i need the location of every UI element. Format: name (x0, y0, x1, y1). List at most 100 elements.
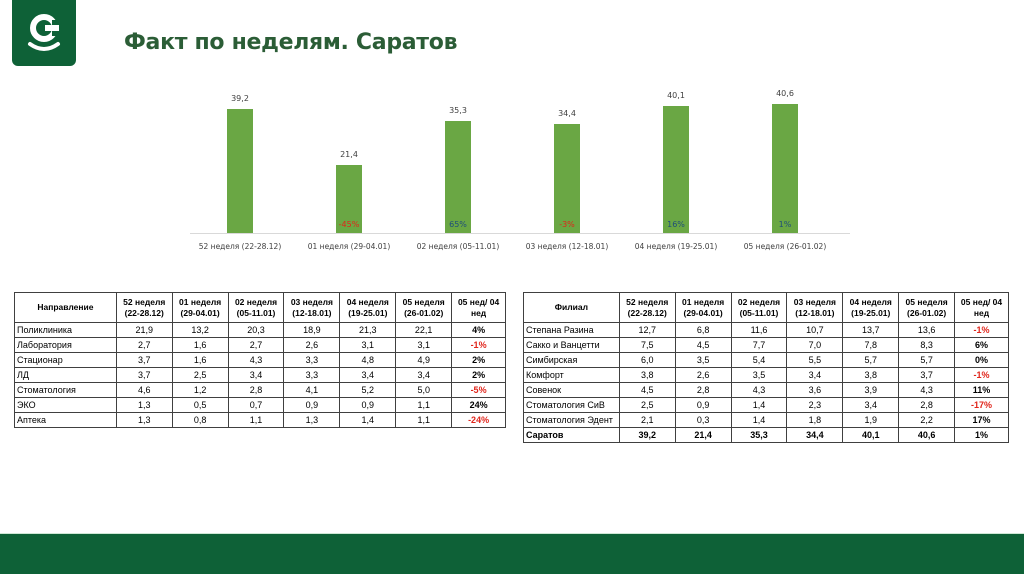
row-label: Саратов (523, 427, 620, 443)
cell-value: 4,3 (730, 382, 788, 398)
logo-c-smile-icon (28, 14, 60, 51)
cell-value: 5,4 (730, 352, 788, 368)
table-row: Аптека 1,3 0,8 1,1 1,3 1,4 1,1 -24% (14, 412, 506, 428)
cell-value: 3,8 (842, 367, 900, 383)
cell-value: 7,8 (842, 337, 900, 353)
bar-value-label: 40,1 (667, 90, 685, 100)
cell-value: 2,8 (674, 382, 732, 398)
cell-value: 1,3 (283, 412, 341, 428)
cell-value: 4,5 (618, 382, 676, 398)
company-logo (12, 0, 76, 66)
cell-value: 1,3 (115, 397, 173, 413)
row-label: Лаборатория (14, 337, 117, 353)
cell-value: 5,5 (786, 352, 844, 368)
x-axis-category-label: 52 неделя (22-28.12) (198, 242, 282, 251)
bar-change-label: 1% (778, 220, 792, 229)
column-header: 03 неделя (12-18.01) (786, 292, 844, 323)
cell-value: 3,7 (898, 367, 956, 383)
cell-change: 2% (451, 352, 506, 368)
table-row: Поликлиника 21,9 13,2 20,3 18,9 21,3 22,1 4% (14, 322, 506, 338)
cell-change: 11% (954, 382, 1009, 398)
cell-change: 17% (954, 412, 1009, 428)
bar-value-label: 35,3 (449, 106, 467, 116)
cell-value: 5,2 (339, 382, 397, 398)
cell-value: 3,6 (786, 382, 844, 398)
cell-value: 4,3 (898, 382, 956, 398)
table-header-row: Направление 52 неделя (22-28.12) 01 неделя… (14, 292, 506, 323)
cell-value: 2,8 (227, 382, 285, 398)
chart-bar (336, 165, 362, 233)
row-label: Стоматология СиВ (523, 397, 620, 413)
table-row: Совенок 4,5 2,8 4,3 3,6 3,9 4,3 11% (523, 382, 1009, 398)
cell-value: 3,4 (395, 367, 453, 383)
cell-value: 4,1 (283, 382, 341, 398)
table-row: Комфорт 3,8 2,6 3,5 3,4 3,8 3,7 -1% (523, 367, 1009, 383)
row-label: Степана Разина (523, 322, 620, 338)
cell-value: 3,9 (842, 382, 900, 398)
cell-value: 1,4 (730, 412, 788, 428)
cell-value: 3,4 (339, 367, 397, 383)
cell-value: 1,9 (842, 412, 900, 428)
cell-value: 2,6 (674, 367, 732, 383)
weekly-bar-chart: 39,2 52 неделя (22-28.12) 21,4 -45% 01 недел… (190, 75, 850, 265)
chart-bar (772, 104, 798, 233)
x-axis-category-label: 02 неделя (05-11.01) (416, 242, 500, 251)
cell-value: 3,1 (339, 337, 397, 353)
directions-table: Направление 52 неделя (22-28.12) 01 неделя… (14, 292, 506, 428)
bar-value-label: 21,4 (340, 150, 358, 160)
cell-change: 1% (954, 427, 1009, 443)
row-label: Симбирская (523, 352, 620, 368)
row-label: Аптека (14, 412, 117, 428)
cell-value: 1,1 (227, 412, 285, 428)
cell-value: 8,3 (898, 337, 956, 353)
cell-change: -1% (954, 367, 1009, 383)
cell-value: 3,7 (115, 352, 173, 368)
bar-change-label: -3% (559, 220, 575, 229)
bar-change-label: 65% (449, 220, 467, 229)
x-axis-category-label: 05 неделя (26-01.02) (743, 242, 827, 251)
cell-value: 1,1 (395, 412, 453, 428)
cell-value: 4,3 (227, 352, 285, 368)
cell-change: -17% (954, 397, 1009, 413)
cell-value: 3,3 (283, 367, 341, 383)
row-label: ЭКО (14, 397, 117, 413)
cell-value: 1,2 (171, 382, 229, 398)
cell-value: 13,2 (171, 322, 229, 338)
cell-value: 18,9 (283, 322, 341, 338)
cell-value: 34,4 (786, 427, 844, 443)
cell-change: -1% (451, 337, 506, 353)
cell-value: 2,1 (618, 412, 676, 428)
column-header: 05 нед/ 04 нед (954, 292, 1009, 323)
chart-bar (663, 105, 689, 233)
bar-change-label: -45% (338, 220, 360, 229)
table-row: ЛД 3,7 2,5 3,4 3,3 3,4 3,4 2% (14, 367, 506, 383)
table-header-row: Филиал 52 неделя (22-28.12) 01 неделя (29-… (523, 292, 1009, 323)
cell-value: 3,8 (618, 367, 676, 383)
cell-value: 7,0 (786, 337, 844, 353)
cell-change: 2% (451, 367, 506, 383)
cell-value: 1,6 (171, 352, 229, 368)
column-header: 05 неделя (26-01.02) (898, 292, 956, 323)
cell-value: 0,8 (171, 412, 229, 428)
cell-value: 2,2 (898, 412, 956, 428)
cell-value: 0,9 (674, 397, 732, 413)
branches-table: Филиал 52 неделя (22-28.12) 01 неделя (29-… (523, 292, 1009, 443)
chart-bar (227, 108, 253, 233)
cell-value: 3,3 (283, 352, 341, 368)
chart-bar (554, 123, 580, 233)
table-row: Стоматология Эдент 2,1 0,3 1,4 1,8 1,9 2,2 17% (523, 412, 1009, 428)
table-row: ЭКО 1,3 0,5 0,7 0,9 0,9 1,1 24% (14, 397, 506, 413)
cell-change: 24% (451, 397, 506, 413)
column-header: 01 неделя (29-04.01) (171, 292, 229, 323)
x-axis-category-label: 01 неделя (29-04.01) (307, 242, 391, 251)
table-row: Стоматология СиВ 2,5 0,9 1,4 2,3 3,4 2,8 -17% (523, 397, 1009, 413)
cell-value: 11,6 (730, 322, 788, 338)
cell-change: -5% (451, 382, 506, 398)
cell-value: 40,1 (842, 427, 900, 443)
cell-value: 7,5 (618, 337, 676, 353)
cell-value: 4,5 (674, 337, 732, 353)
bar-value-label: 40,6 (776, 89, 794, 99)
cell-change: 0% (954, 352, 1009, 368)
column-header: 03 неделя (12-18.01) (283, 292, 341, 323)
bar-value-label: 34,4 (558, 108, 576, 118)
